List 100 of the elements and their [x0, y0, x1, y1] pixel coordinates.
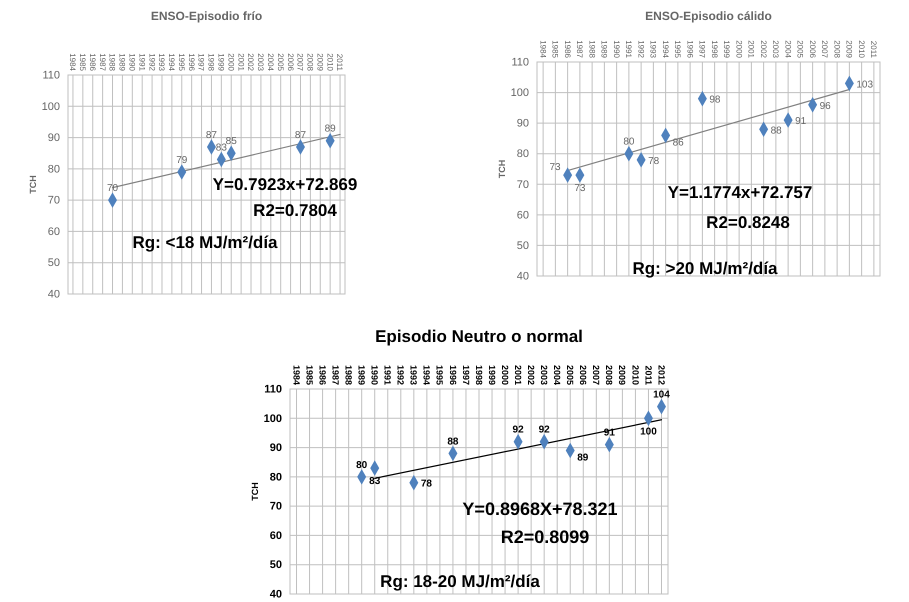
- y-tick-label: 100: [42, 100, 60, 113]
- x-tick-label: 1991: [137, 53, 146, 72]
- x-tick-label: 2003: [539, 364, 550, 385]
- x-tick-label: 2004: [783, 40, 792, 59]
- x-tick-label: 1995: [434, 364, 445, 385]
- data-label: 89: [324, 124, 336, 135]
- x-tick-label: 1997: [698, 40, 707, 59]
- y-tick-label: 100: [510, 87, 529, 100]
- data-label: 88: [770, 125, 782, 136]
- x-tick-label: 1993: [157, 53, 166, 72]
- data-label: 104: [653, 390, 670, 401]
- annotation: R2=0.8248: [706, 213, 790, 232]
- y-tick-label: 70: [48, 194, 60, 207]
- x-tick-label: 1987: [98, 53, 107, 72]
- y-tick-label: 100: [264, 412, 282, 425]
- x-tick-label: 2009: [617, 364, 628, 385]
- y-tick-label: 50: [516, 240, 529, 252]
- data-label: 88: [447, 436, 459, 448]
- x-tick-label: 1994: [167, 53, 176, 72]
- x-tick-label: 1987: [575, 40, 584, 59]
- x-tick-label: 1989: [600, 40, 609, 59]
- y-tick-label: 110: [42, 70, 60, 82]
- annotation: Y=1.1774x+72.757: [668, 183, 812, 202]
- x-tick-label: 2001: [746, 40, 756, 59]
- x-tick-label: 1994: [660, 40, 670, 59]
- data-label: 96: [820, 100, 832, 112]
- x-tick-label: 1985: [304, 364, 314, 385]
- x-tick-label: 2010: [630, 364, 640, 385]
- x-tick-label: 1990: [612, 40, 621, 59]
- y-tick-label: 60: [270, 530, 282, 542]
- x-tick-label: 2006: [578, 364, 588, 385]
- annotation: Rg: 18-20 MJ/m²/día: [380, 572, 540, 591]
- x-tick-label: 2011: [335, 54, 344, 72]
- annotation: Rg: >20 MJ/m²/día: [632, 259, 778, 278]
- x-tick-label: 1988: [344, 364, 354, 385]
- x-tick-label: 2006: [808, 40, 817, 59]
- x-tick-label: 2009: [844, 40, 854, 59]
- y-tick-label: 50: [48, 257, 60, 270]
- chart-title: ENSO-Episodio frío: [150, 9, 262, 23]
- x-tick-label: 2000: [226, 53, 236, 72]
- chart-title: Episodio Neutro o normal: [375, 327, 583, 346]
- x-tick-label: 2011: [869, 40, 878, 59]
- x-tick-label: 2003: [256, 53, 266, 72]
- data-label: 87: [294, 130, 306, 141]
- x-tick-label: 1984: [68, 53, 78, 72]
- x-tick-label: 1989: [356, 364, 367, 385]
- data-label: 92: [512, 424, 524, 436]
- x-tick-label: 1992: [396, 364, 406, 385]
- y-axis-title: TCH: [250, 482, 260, 501]
- x-tick-label: 2008: [604, 364, 614, 385]
- annotation: Y=0.7923x+72.869: [212, 175, 358, 194]
- data-label: 89: [577, 452, 589, 464]
- x-tick-label: 1993: [408, 364, 419, 385]
- x-tick-label: 1997: [460, 364, 471, 385]
- x-tick-label: 1988: [108, 53, 117, 72]
- x-tick-label: 1992: [147, 53, 156, 72]
- x-tick-label: 1998: [474, 364, 484, 385]
- y-tick-label: 90: [270, 442, 282, 454]
- y-tick-label: 70: [516, 178, 529, 191]
- data-label: 103: [856, 79, 874, 90]
- y-axis-title: TCH: [497, 160, 507, 178]
- data-label: 78: [648, 156, 660, 167]
- x-tick-label: 2001: [236, 53, 246, 72]
- y-tick-label: 40: [270, 588, 282, 601]
- x-tick-label: 2008: [832, 40, 842, 59]
- x-tick-label: 1993: [648, 40, 658, 59]
- x-tick-label: 1995: [176, 53, 186, 72]
- y-tick-label: 80: [48, 163, 60, 176]
- x-tick-label: 2006: [286, 53, 295, 72]
- x-tick-label: 1991: [382, 364, 393, 385]
- x-tick-label: 2004: [552, 364, 562, 385]
- x-tick-label: 1988: [587, 40, 596, 59]
- x-tick-label: 2001: [512, 364, 523, 385]
- data-label: 92: [538, 424, 550, 436]
- x-tick-label: 1989: [118, 53, 127, 72]
- x-tick-label: 1999: [722, 40, 732, 59]
- data-label: 79: [176, 154, 188, 166]
- x-tick-label: 1986: [88, 53, 97, 72]
- y-tick-label: 80: [270, 471, 282, 484]
- x-tick-label: 1990: [128, 53, 137, 72]
- x-tick-label: 2011: [643, 365, 654, 385]
- x-tick-label: 1985: [550, 40, 560, 59]
- x-tick-label: 2007: [591, 364, 602, 385]
- x-tick-label: 2007: [296, 53, 305, 72]
- y-tick-label: 70: [270, 500, 282, 513]
- data-label: 80: [356, 460, 368, 471]
- data-label: 73: [550, 162, 562, 174]
- y-tick-label: 110: [264, 384, 282, 396]
- x-tick-label: 1986: [562, 40, 572, 59]
- y-axis-title: TCH: [28, 175, 38, 194]
- x-tick-label: 1994: [422, 364, 432, 385]
- data-label: 100: [640, 426, 658, 438]
- x-tick-label: 2009: [315, 53, 324, 72]
- annotation: R2=0.7804: [253, 201, 338, 220]
- x-tick-label: 1999: [486, 364, 497, 385]
- x-tick-label: 2005: [276, 53, 285, 72]
- y-tick-label: 80: [516, 148, 529, 160]
- x-tick-label: 2003: [771, 40, 780, 59]
- annotation: Rg: <18 MJ/m²/día: [132, 233, 278, 252]
- annotation: R2=0.8099: [500, 527, 590, 547]
